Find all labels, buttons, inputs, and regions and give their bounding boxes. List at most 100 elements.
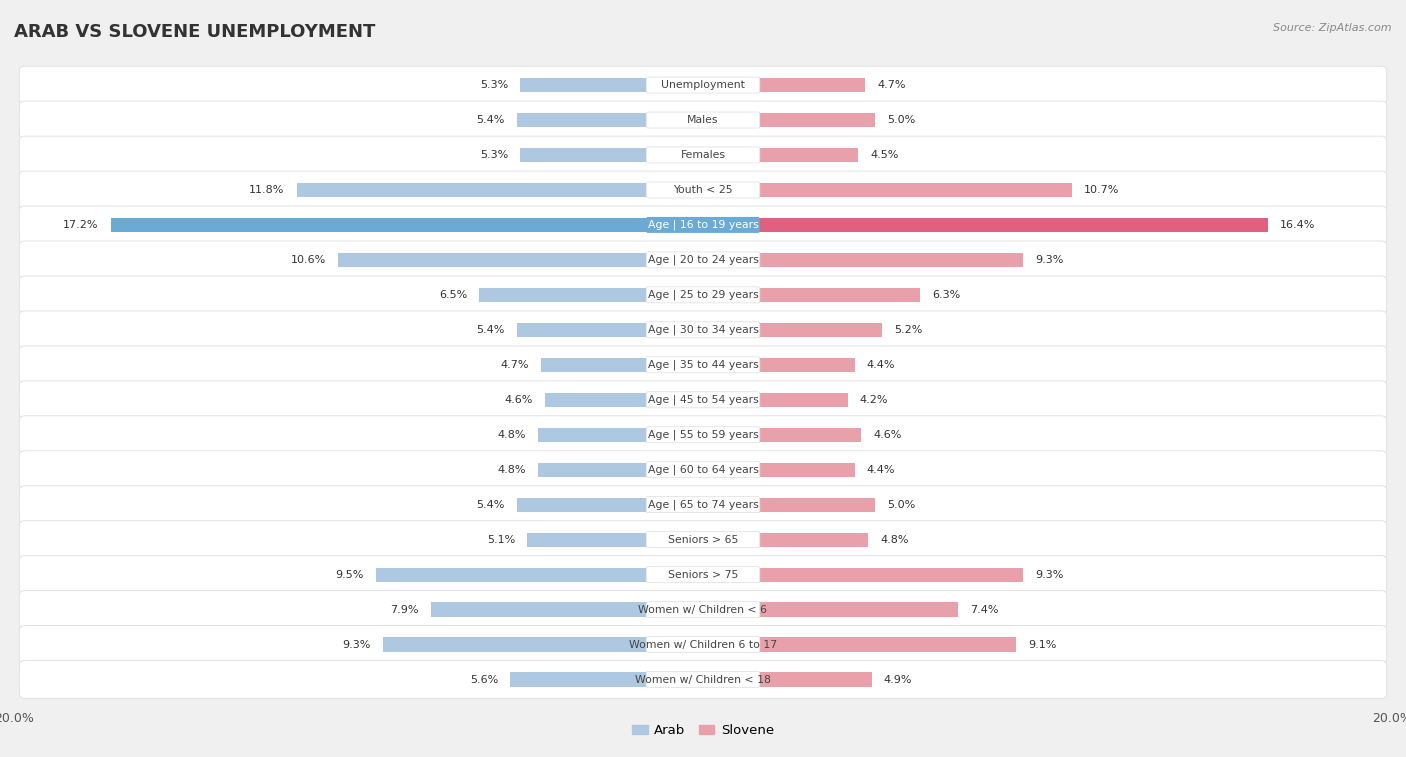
Bar [430, 603, 703, 617]
Bar [703, 497, 875, 512]
Bar [703, 78, 865, 92]
Text: 4.2%: 4.2% [859, 394, 889, 405]
Text: 5.2%: 5.2% [894, 325, 922, 335]
Text: 4.8%: 4.8% [880, 534, 908, 544]
FancyBboxPatch shape [20, 311, 1386, 349]
Text: Age | 35 to 44 years: Age | 35 to 44 years [648, 360, 758, 370]
Text: 7.4%: 7.4% [970, 605, 998, 615]
Text: Age | 55 to 59 years: Age | 55 to 59 years [648, 429, 758, 440]
FancyBboxPatch shape [20, 206, 1386, 244]
Bar [703, 463, 855, 477]
Text: Women w/ Children < 6: Women w/ Children < 6 [638, 605, 768, 615]
Text: 7.9%: 7.9% [391, 605, 419, 615]
Text: 9.3%: 9.3% [342, 640, 371, 650]
Bar [703, 358, 855, 372]
Text: 10.7%: 10.7% [1084, 185, 1119, 195]
FancyBboxPatch shape [647, 567, 759, 583]
Bar [517, 322, 703, 337]
Bar [537, 428, 703, 442]
Text: 4.8%: 4.8% [498, 430, 526, 440]
Bar [703, 113, 875, 127]
Text: Age | 30 to 34 years: Age | 30 to 34 years [648, 325, 758, 335]
FancyBboxPatch shape [20, 486, 1386, 524]
Bar [703, 288, 920, 302]
Text: 5.6%: 5.6% [470, 674, 498, 684]
Text: 17.2%: 17.2% [63, 220, 98, 230]
Text: 5.1%: 5.1% [486, 534, 515, 544]
FancyBboxPatch shape [20, 66, 1386, 104]
FancyBboxPatch shape [647, 602, 759, 618]
FancyBboxPatch shape [20, 451, 1386, 488]
Text: 5.0%: 5.0% [887, 115, 915, 125]
Text: 6.5%: 6.5% [439, 290, 467, 300]
FancyBboxPatch shape [647, 531, 759, 547]
Text: 5.3%: 5.3% [479, 150, 509, 160]
Text: 9.3%: 9.3% [1035, 255, 1064, 265]
Bar [703, 568, 1024, 581]
Bar [703, 148, 858, 162]
FancyBboxPatch shape [20, 626, 1386, 663]
Text: 4.5%: 4.5% [870, 150, 898, 160]
Bar [520, 148, 703, 162]
FancyBboxPatch shape [20, 556, 1386, 593]
Bar [544, 393, 703, 407]
Text: 9.3%: 9.3% [1035, 569, 1064, 580]
Text: Age | 25 to 29 years: Age | 25 to 29 years [648, 290, 758, 300]
FancyBboxPatch shape [20, 136, 1386, 174]
Text: Women w/ Children < 18: Women w/ Children < 18 [636, 674, 770, 684]
Bar [703, 253, 1024, 267]
Text: Age | 65 to 74 years: Age | 65 to 74 years [648, 500, 758, 510]
Bar [703, 428, 862, 442]
Text: 4.4%: 4.4% [866, 465, 896, 475]
Text: 5.4%: 5.4% [477, 325, 505, 335]
FancyBboxPatch shape [20, 101, 1386, 139]
FancyBboxPatch shape [647, 671, 759, 687]
FancyBboxPatch shape [647, 77, 759, 93]
Bar [703, 218, 1268, 232]
FancyBboxPatch shape [647, 637, 759, 653]
Bar [527, 533, 703, 547]
Text: Unemployment: Unemployment [661, 80, 745, 90]
FancyBboxPatch shape [20, 416, 1386, 453]
Bar [520, 78, 703, 92]
FancyBboxPatch shape [20, 346, 1386, 384]
FancyBboxPatch shape [20, 241, 1386, 279]
Bar [375, 568, 703, 581]
Text: 4.4%: 4.4% [866, 360, 896, 370]
FancyBboxPatch shape [647, 427, 759, 443]
Bar [111, 218, 703, 232]
FancyBboxPatch shape [647, 252, 759, 268]
Text: Seniors > 65: Seniors > 65 [668, 534, 738, 544]
Bar [537, 463, 703, 477]
Text: 10.6%: 10.6% [291, 255, 326, 265]
Text: 5.3%: 5.3% [479, 80, 509, 90]
Bar [703, 637, 1017, 652]
Bar [337, 253, 703, 267]
Bar [510, 672, 703, 687]
Bar [703, 322, 882, 337]
FancyBboxPatch shape [20, 590, 1386, 628]
Text: Age | 60 to 64 years: Age | 60 to 64 years [648, 465, 758, 475]
Text: Age | 45 to 54 years: Age | 45 to 54 years [648, 394, 758, 405]
Text: 5.0%: 5.0% [887, 500, 915, 509]
Bar [382, 637, 703, 652]
Text: 5.4%: 5.4% [477, 115, 505, 125]
Text: Seniors > 75: Seniors > 75 [668, 569, 738, 580]
Text: 4.7%: 4.7% [501, 360, 529, 370]
Text: 4.6%: 4.6% [505, 394, 533, 405]
FancyBboxPatch shape [647, 357, 759, 372]
Bar [479, 288, 703, 302]
Text: 4.6%: 4.6% [873, 430, 901, 440]
Legend: Arab, Slovene: Arab, Slovene [627, 719, 779, 743]
FancyBboxPatch shape [20, 661, 1386, 699]
Bar [703, 603, 957, 617]
Text: Males: Males [688, 115, 718, 125]
Bar [703, 393, 848, 407]
Bar [541, 358, 703, 372]
Text: 5.4%: 5.4% [477, 500, 505, 509]
FancyBboxPatch shape [647, 182, 759, 198]
Bar [703, 672, 872, 687]
FancyBboxPatch shape [647, 217, 759, 233]
FancyBboxPatch shape [20, 276, 1386, 313]
Bar [517, 113, 703, 127]
